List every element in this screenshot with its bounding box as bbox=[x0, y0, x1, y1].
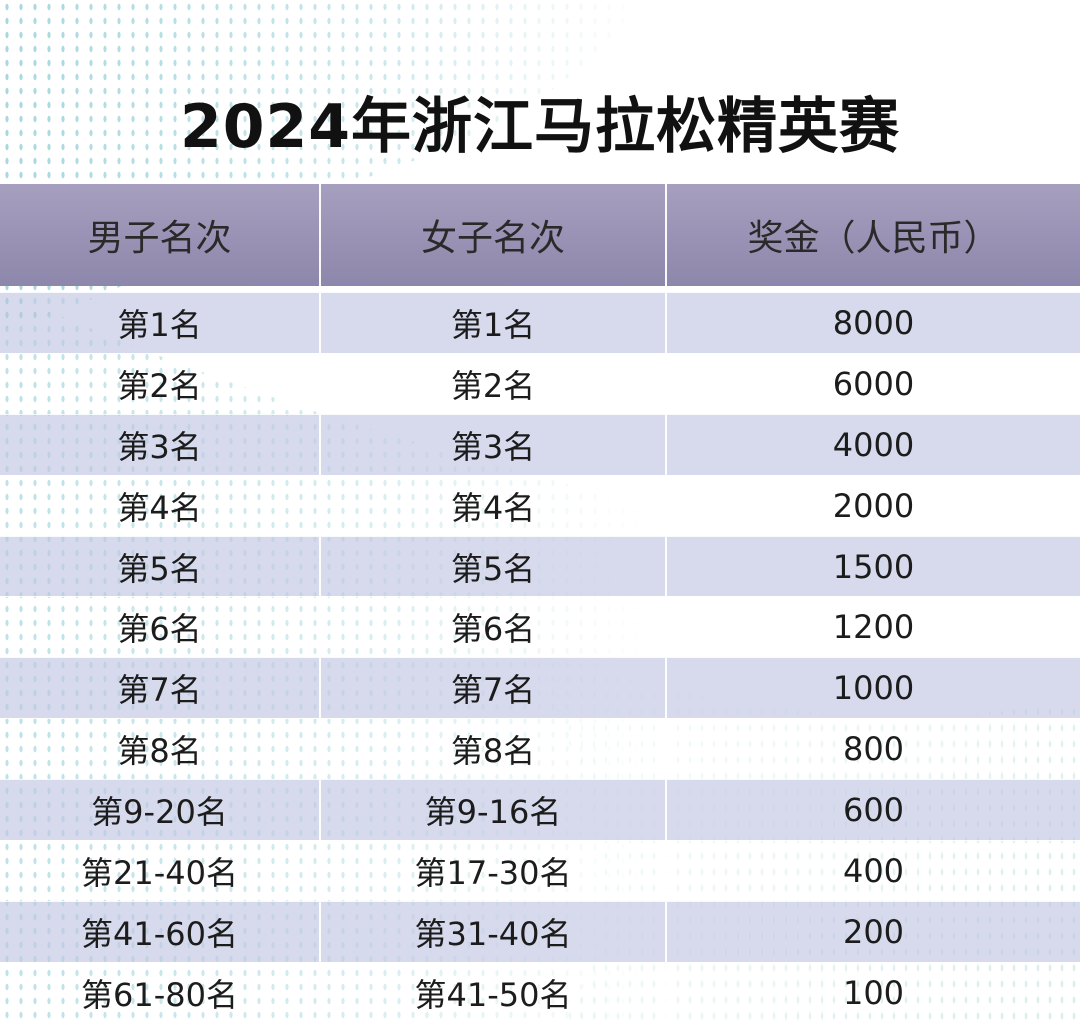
table-row: 第5名 第5名 1500 bbox=[0, 535, 1080, 597]
women-rank-cell: 第2名 bbox=[321, 353, 667, 414]
women-rank-cell: 第5名 bbox=[321, 536, 667, 597]
prize-cell: 400 bbox=[842, 851, 905, 890]
table-row: 第4名 第4名 2000 bbox=[0, 474, 1080, 536]
prize-cell: 4000 bbox=[832, 425, 915, 464]
table-row: 第3名 第3名 4000 bbox=[0, 413, 1080, 475]
women-rank-cell: 第31-40名 bbox=[321, 901, 667, 962]
men-rank-cell: 第41-60名 bbox=[0, 901, 321, 962]
header-men-rank: 男子名次 bbox=[0, 184, 321, 286]
men-rank-cell: 第6名 bbox=[0, 597, 321, 658]
table-row: 第1名 第1名 8000 bbox=[0, 292, 1080, 353]
men-rank-cell: 第2名 bbox=[0, 353, 321, 414]
women-rank-cell: 第6名 bbox=[321, 597, 667, 658]
header-women-rank: 女子名次 bbox=[321, 184, 667, 286]
page-title: 2024年浙江马拉松精英赛 bbox=[180, 92, 900, 162]
women-rank-cell: 第1名 bbox=[321, 293, 667, 353]
table-row: 第6名 第6名 1200 bbox=[0, 596, 1080, 658]
prize-cell: 600 bbox=[842, 791, 905, 830]
women-rank-cell: 第3名 bbox=[321, 414, 667, 475]
header-prize: 奖金（人民币） bbox=[747, 218, 1000, 259]
prize-cell: 200 bbox=[842, 912, 905, 951]
men-rank-cell: 第5名 bbox=[0, 536, 321, 597]
women-rank-cell: 第41-50名 bbox=[321, 962, 667, 1023]
prize-table: 男子名次 女子名次 奖金（人民币） 第1名 第1名 8000 第2名 第2名 6… bbox=[0, 184, 1080, 1023]
table-row: 第7名 第7名 1000 bbox=[0, 657, 1080, 719]
women-rank-cell: 第4名 bbox=[321, 475, 667, 536]
prize-cell: 100 bbox=[842, 973, 905, 1012]
table-row: 第2名 第2名 6000 bbox=[0, 352, 1080, 414]
table-row: 第8名 第8名 800 bbox=[0, 718, 1080, 780]
table-row: 第41-60名 第31-40名 200 bbox=[0, 900, 1080, 962]
men-rank-cell: 第61-80名 bbox=[0, 962, 321, 1023]
prize-cell: 6000 bbox=[832, 364, 915, 403]
men-rank-cell: 第7名 bbox=[0, 658, 321, 719]
prize-cell: 2000 bbox=[832, 486, 915, 525]
prize-cell: 1000 bbox=[832, 669, 915, 708]
men-rank-cell: 第21-40名 bbox=[0, 841, 321, 901]
table-header: 男子名次 女子名次 奖金（人民币） bbox=[0, 184, 1080, 286]
men-rank-cell: 第8名 bbox=[0, 719, 321, 780]
table-row: 第61-80名 第41-50名 100 bbox=[0, 961, 1080, 1023]
prize-cell: 800 bbox=[842, 730, 905, 769]
prize-cell: 1500 bbox=[832, 547, 915, 586]
table-row: 第9-20名 第9-16名 600 bbox=[0, 779, 1080, 841]
prize-cell: 1200 bbox=[832, 608, 915, 647]
table-row: 第21-40名 第17-30名 400 bbox=[0, 840, 1080, 901]
women-rank-cell: 第17-30名 bbox=[321, 841, 667, 901]
women-rank-cell: 第8名 bbox=[321, 719, 667, 780]
men-rank-cell: 第4名 bbox=[0, 475, 321, 536]
men-rank-cell: 第3名 bbox=[0, 414, 321, 475]
women-rank-cell: 第7名 bbox=[321, 658, 667, 719]
women-rank-cell: 第9-16名 bbox=[321, 780, 667, 841]
prize-cell: 8000 bbox=[832, 303, 915, 342]
men-rank-cell: 第9-20名 bbox=[0, 780, 321, 841]
men-rank-cell: 第1名 bbox=[0, 293, 321, 353]
